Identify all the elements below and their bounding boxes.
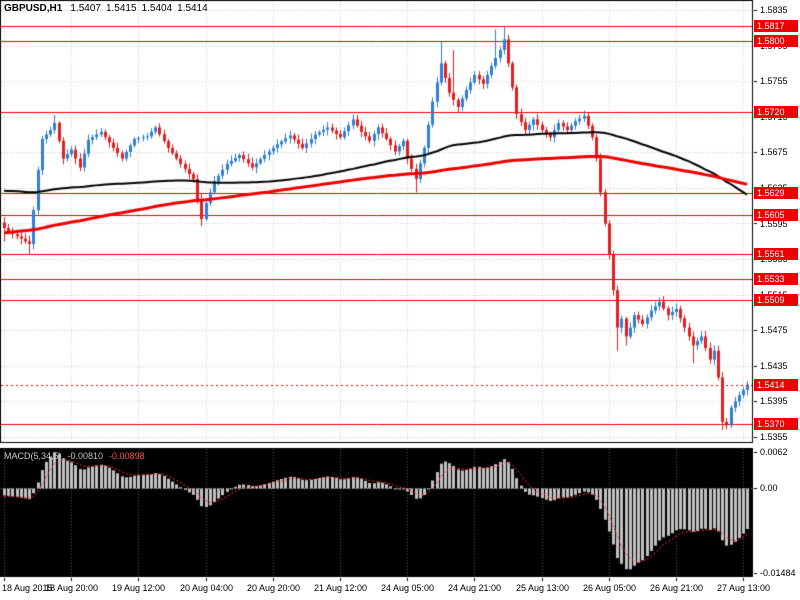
macd-signal-value: -0.00898 (109, 451, 145, 461)
ohlc-high: 1.5415 (105, 3, 137, 14)
symbol-ohlc-header: GBPUSD,H1 1.5407 1.5415 1.5404 1.5414 (4, 3, 213, 14)
macd-label: MACD(5,34,5) (4, 451, 62, 461)
ohlc-low: 1.5404 (141, 3, 173, 14)
ohlc-open: 1.5407 (70, 3, 101, 14)
macd-main-value: -0.00810 (67, 451, 104, 461)
symbol-timeframe: GBPUSD,H1 (4, 3, 63, 14)
ohlc-close: 1.5414 (177, 3, 208, 14)
macd-indicator-header: MACD(5,34,5) -0.00810 -0.00898 (4, 451, 145, 461)
